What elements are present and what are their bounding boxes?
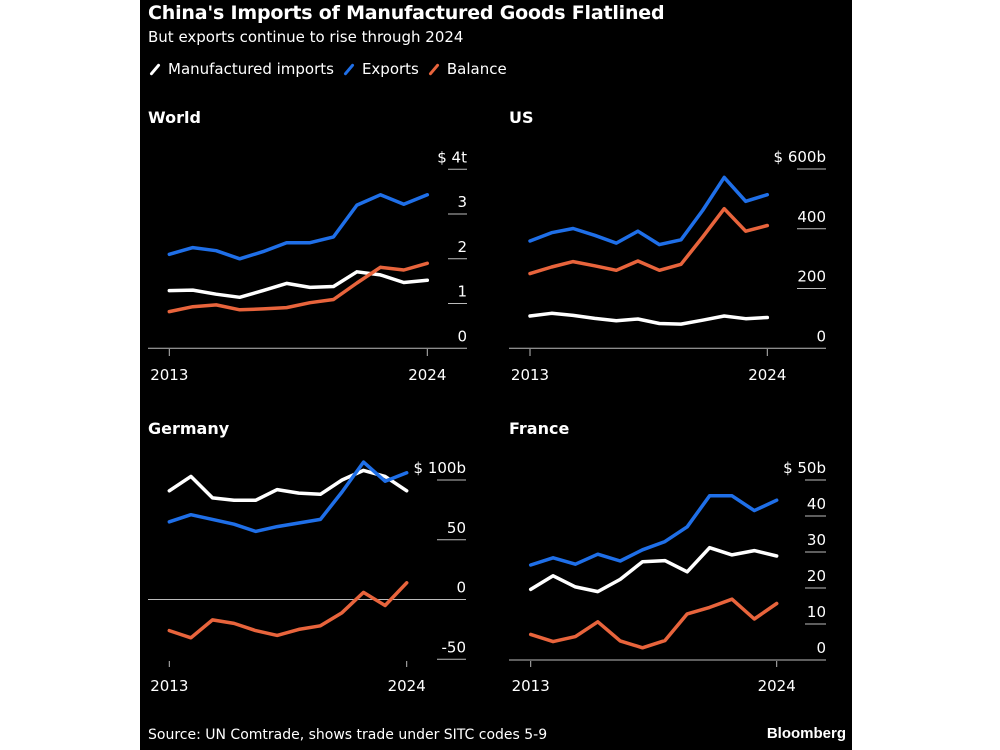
series-line-exports-world: [167, 193, 430, 261]
y-tick-label: 1: [457, 283, 467, 301]
y-tick-label: 3: [457, 193, 467, 211]
series-line-balance-world: [167, 261, 430, 314]
series-line-imports-world: [167, 270, 430, 300]
chart-background: [140, 0, 852, 750]
y-tick-label: $ 50b: [783, 459, 826, 477]
y-tick-label: 50: [447, 519, 466, 537]
y-tick-label: -50: [442, 638, 467, 656]
x-tick-label: 2024: [388, 677, 426, 695]
panel-title-france: France: [509, 419, 569, 438]
panel-title-germany: Germany: [148, 419, 230, 438]
y-tick-label: 30: [807, 531, 826, 549]
y-tick-label: 0: [456, 579, 466, 597]
y-tick-label: $ 600b: [774, 148, 826, 166]
panel-germany: Germany $ 100b 50 0 -50 2013 2024: [148, 419, 466, 695]
y-tick-label: $ 4t: [437, 148, 467, 166]
x-tick-label: 2013: [512, 677, 550, 695]
x-tick-label: 2024: [748, 366, 786, 384]
panel-us: US $ 600b 400 200 0 2013 2024: [509, 108, 826, 384]
source-note: Source: UN Comtrade, shows trade under S…: [148, 727, 548, 743]
legend-label-exports: Exports: [361, 60, 419, 78]
y-tick-label: 400: [797, 208, 826, 226]
series-line-imports-germany: [167, 468, 409, 503]
panel-france: France $ 50b 40 30 20 10 0 2013 2024: [509, 419, 826, 695]
y-tick-label: 0: [816, 639, 826, 657]
y-tick-label: 0: [816, 327, 826, 345]
series-line-balance-germany: [167, 581, 409, 640]
bloomberg-logo: Bloomberg: [766, 725, 846, 742]
panel-title-world: World: [148, 108, 201, 127]
y-tick-label: $ 100b: [414, 459, 466, 477]
x-tick-label: 2024: [408, 366, 446, 384]
series-line-imports-us: [528, 311, 770, 326]
series-line-exports-us: [528, 175, 770, 247]
legend-item-exports: Exports: [342, 60, 419, 78]
chart-title: China's Imports of Manufactured Goods Fl…: [148, 2, 665, 24]
y-tick-label: 10: [807, 603, 826, 621]
legend-item-imports: Manufactured imports: [148, 60, 334, 78]
chart-subtitle: But exports continue to rise through 202…: [148, 28, 464, 46]
legend-label-balance: Balance: [446, 60, 507, 78]
series-line-balance-us: [528, 206, 770, 276]
series-line-balance-france: [528, 597, 779, 650]
series-line-exports-germany: [167, 460, 409, 534]
y-tick-label: 20: [807, 567, 826, 585]
x-tick-label: 2024: [758, 677, 796, 695]
y-tick-label: 200: [797, 268, 826, 286]
x-tick-label: 2013: [150, 366, 188, 384]
y-tick-label: 40: [807, 495, 826, 513]
legend: Manufactured imports Exports Balance: [148, 60, 507, 78]
legend-item-balance: Balance: [427, 60, 507, 78]
series-line-exports-france: [528, 494, 779, 567]
legend-label-imports: Manufactured imports: [168, 60, 334, 78]
series-line-imports-france: [528, 545, 779, 594]
y-tick-label: 2: [457, 238, 467, 256]
panel-title-us: US: [509, 108, 534, 127]
panel-world: World $ 4t 3 2 1 0 2013 2024: [148, 108, 467, 384]
y-tick-label: 0: [457, 327, 467, 345]
x-tick-label: 2013: [150, 677, 188, 695]
x-tick-label: 2013: [511, 366, 549, 384]
